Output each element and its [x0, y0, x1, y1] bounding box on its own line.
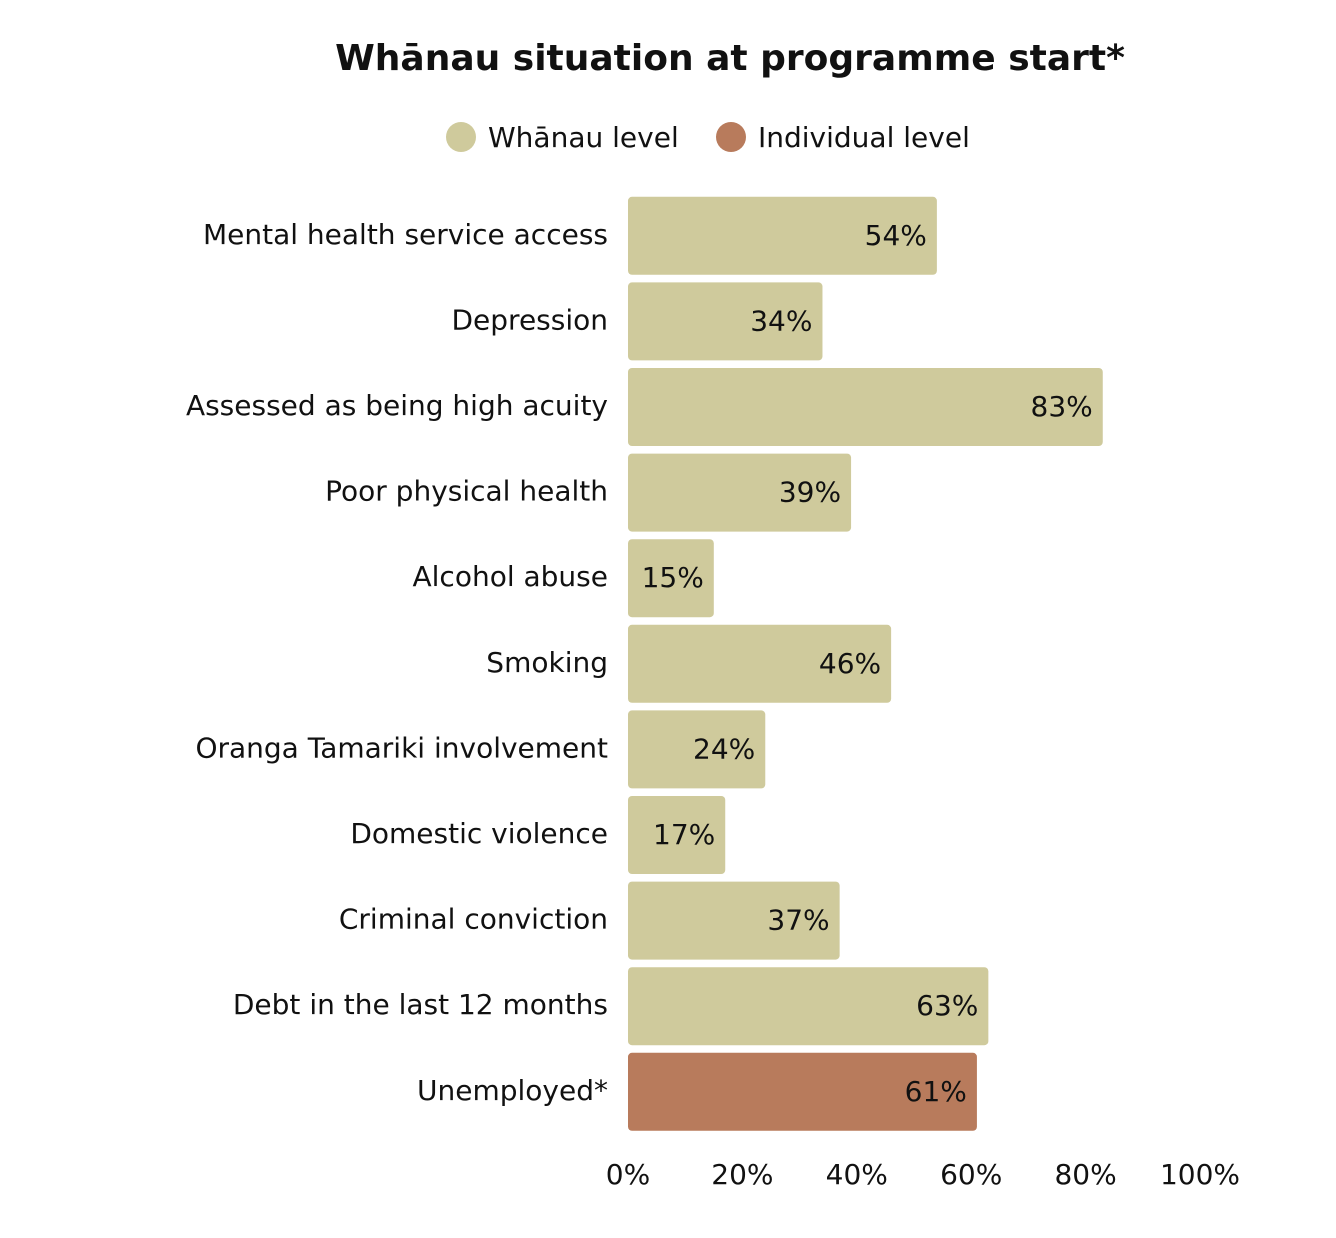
bar: [628, 967, 989, 1046]
chart-title: Whānau situation at programme start*: [335, 38, 1125, 79]
legend-marker: [446, 122, 476, 152]
value-label: 37%: [767, 904, 829, 937]
y-tick-label: Depression: [451, 303, 608, 336]
x-tick-label: 40%: [826, 1158, 888, 1191]
value-label: 15%: [642, 561, 704, 594]
value-label: 83%: [1031, 390, 1093, 423]
legend-label: Whānau level: [488, 121, 679, 154]
value-label: 46%: [819, 647, 881, 680]
y-tick-label: Oranga Tamariki involvement: [195, 731, 608, 764]
value-label: 34%: [750, 304, 812, 337]
y-tick-label: Assessed as being high acuity: [186, 389, 608, 422]
bar: [628, 539, 714, 618]
y-tick-label: Poor physical health: [325, 475, 608, 508]
bar: [628, 453, 852, 532]
value-label: 54%: [865, 219, 927, 252]
legend-label: Individual level: [758, 121, 970, 154]
y-tick-label: Mental health service access: [203, 218, 608, 251]
bar: [628, 282, 823, 361]
bar: [628, 368, 1103, 446]
value-label: 63%: [916, 989, 978, 1022]
value-label: 39%: [779, 476, 841, 509]
value-label: 61%: [905, 1075, 967, 1108]
y-tick-label: Criminal conviction: [339, 903, 608, 936]
y-tick-label: Alcohol abuse: [412, 560, 608, 593]
x-tick-label: 20%: [711, 1158, 773, 1191]
x-tick-label: 100%: [1160, 1158, 1240, 1191]
value-label: 17%: [653, 818, 715, 851]
bar: [628, 796, 726, 874]
y-tick-label: Unemployed*: [417, 1074, 608, 1107]
y-tick-label: Smoking: [486, 646, 608, 679]
y-tick-label: Debt in the last 12 months: [233, 988, 608, 1021]
x-tick-label: 80%: [1054, 1158, 1116, 1191]
bar: [628, 710, 766, 789]
value-label: 24%: [693, 732, 755, 765]
bar: [628, 196, 937, 275]
x-tick-label: 0%: [606, 1158, 650, 1191]
bar: [628, 1052, 977, 1131]
bar: [628, 624, 892, 703]
legend-marker: [716, 122, 746, 152]
y-tick-label: Domestic violence: [350, 817, 608, 850]
bar: [628, 881, 840, 960]
x-tick-label: 60%: [940, 1158, 1002, 1191]
